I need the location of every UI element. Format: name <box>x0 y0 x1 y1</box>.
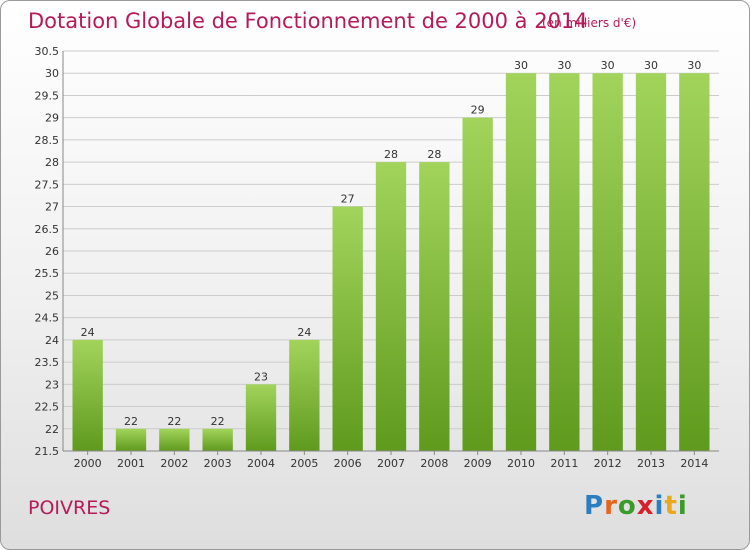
bar-2004 <box>245 384 277 451</box>
x-tick-label-2005: 2005 <box>290 457 318 470</box>
value-label-2000: 24 <box>81 326 95 339</box>
y-tick-label: 21.5 <box>35 445 60 458</box>
value-label-2006: 27 <box>341 193 355 206</box>
logo-letter: t <box>664 491 678 521</box>
y-tick-label: 25.5 <box>35 267 60 280</box>
proxiti-logo[interactable]: Proxiti <box>584 491 688 521</box>
y-tick-label: 30.5 <box>35 45 60 58</box>
bar-2006 <box>332 206 363 451</box>
x-tick-label-2002: 2002 <box>160 457 188 470</box>
logo-letter: P <box>584 491 605 521</box>
x-tick-label-2003: 2003 <box>204 457 232 470</box>
x-tick-label-2012: 2012 <box>594 457 622 470</box>
y-tick-label: 28 <box>45 156 59 169</box>
value-label-2001: 22 <box>124 415 138 428</box>
y-tick-label: 29.5 <box>35 89 60 102</box>
chart-title: Dotation Globale de Fonctionnement de 20… <box>28 9 588 33</box>
bar-2010 <box>505 73 537 451</box>
bar-2009 <box>462 117 493 452</box>
y-tick-label: 27.5 <box>35 178 60 191</box>
value-label-2002: 22 <box>167 415 181 428</box>
x-tick-label-2001: 2001 <box>117 457 145 470</box>
bar-2008 <box>419 162 450 451</box>
y-tick-label: 26 <box>45 245 59 258</box>
value-label-2012: 30 <box>601 59 615 72</box>
logo-letter: r <box>604 491 618 521</box>
x-tick-label-2014: 2014 <box>680 457 708 470</box>
x-tick-label-2004: 2004 <box>247 457 275 470</box>
x-tick-label-2013: 2013 <box>637 457 665 470</box>
x-tick-label-2010: 2010 <box>507 457 535 470</box>
axes: 21.5 22 22.5 23 23.5 24 24.5 25 25.5 26 26.5 27 27.5… <box>35 45 719 470</box>
bar-2011 <box>549 73 580 451</box>
bar-2014 <box>679 73 710 451</box>
logo-letter: x <box>636 491 655 521</box>
value-label-2014: 30 <box>687 59 701 72</box>
logo-letter: i <box>654 491 665 521</box>
x-tick-label-2007: 2007 <box>377 457 405 470</box>
value-label-2013: 30 <box>644 59 658 72</box>
y-tick-label: 30 <box>45 67 59 80</box>
value-label-2004: 23 <box>254 370 268 383</box>
y-tick-label: 24 <box>45 334 59 347</box>
y-tick-label: 23 <box>45 378 59 391</box>
bar-2000 <box>72 339 103 451</box>
bar-2002 <box>159 428 190 451</box>
x-tick-label-2006: 2006 <box>334 457 362 470</box>
y-tick-label: 25 <box>45 289 59 302</box>
y-tick-label: 26.5 <box>35 223 60 236</box>
y-tick-label: 28.5 <box>35 134 60 147</box>
bar-2005 <box>289 339 320 451</box>
value-label-2005: 24 <box>297 326 311 339</box>
y-tick-label: 22 <box>45 423 59 436</box>
x-tick-label-2008: 2008 <box>420 457 448 470</box>
bar-2013 <box>635 73 667 451</box>
logo-letter: o <box>617 491 637 521</box>
x-tick-label-2000: 2000 <box>74 457 102 470</box>
bars: 24 22 22 22 23 24 27 28 28 29 30 30 30 30 30 <box>72 59 710 452</box>
bar-2003 <box>202 428 233 451</box>
x-tick-label-2011: 2011 <box>550 457 578 470</box>
value-label-2007: 28 <box>384 148 398 161</box>
y-tick-label: 29 <box>45 112 59 125</box>
chart-subtitle: (en milliers d'€) <box>542 16 637 30</box>
bar-2012 <box>592 73 623 451</box>
value-label-2008: 28 <box>427 148 441 161</box>
value-label-2010: 30 <box>514 59 528 72</box>
bar-2007 <box>375 162 407 451</box>
y-tick-label: 23.5 <box>35 356 60 369</box>
value-label-2003: 22 <box>211 415 225 428</box>
logo-letter: i <box>677 491 688 521</box>
y-tick-label: 22.5 <box>35 401 60 414</box>
y-tick-label: 27 <box>45 201 59 214</box>
value-label-2011: 30 <box>557 59 571 72</box>
y-tick-label: 24.5 <box>35 312 60 325</box>
value-label-2009: 29 <box>471 104 485 117</box>
bar-2001 <box>115 428 147 451</box>
x-tick-label-2009: 2009 <box>464 457 492 470</box>
place-name: POIVRES <box>28 497 111 519</box>
